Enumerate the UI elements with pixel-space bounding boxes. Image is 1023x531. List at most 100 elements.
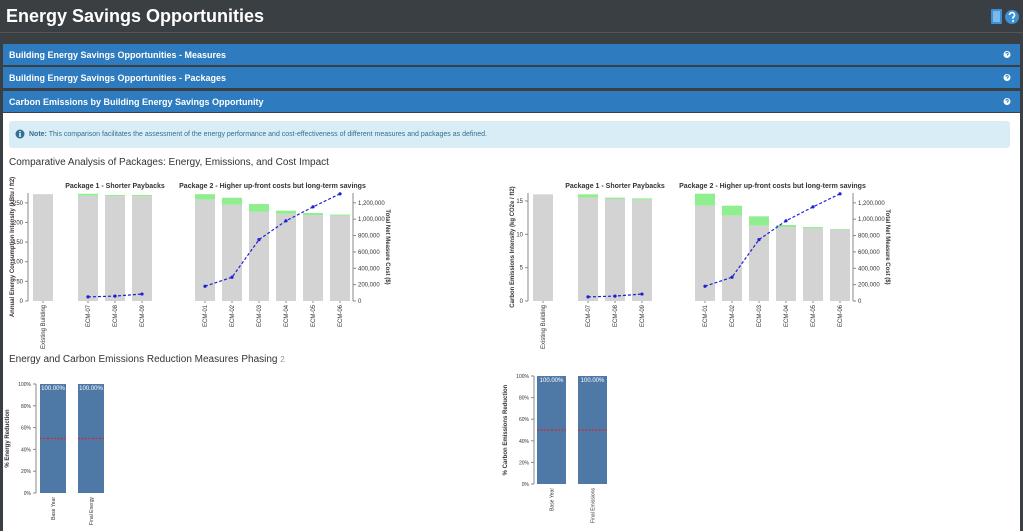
y2-tick-label: 600,000 bbox=[858, 250, 880, 256]
bar-segment bbox=[830, 229, 850, 230]
bar-segment bbox=[105, 196, 125, 301]
y-tick-label: 100% bbox=[18, 382, 31, 388]
x-tick-label: ECM-06 bbox=[838, 304, 844, 327]
y2-axis-label: Total Net Measure Cost ($) bbox=[384, 209, 390, 284]
cost-point bbox=[613, 294, 617, 298]
bar-segment bbox=[605, 199, 625, 301]
x-tick-label: ECM-08 bbox=[113, 304, 119, 327]
bar-segment bbox=[605, 197, 625, 199]
y2-tick-label: 800,000 bbox=[858, 234, 880, 240]
bar-segment bbox=[632, 199, 652, 301]
cost-point bbox=[230, 275, 234, 279]
y-tick-label: 80% bbox=[21, 404, 32, 410]
note-body: This comparison facilitates the assessme… bbox=[48, 131, 487, 138]
y-tick-label: 0% bbox=[522, 482, 530, 488]
value-label: 100.00% bbox=[41, 386, 65, 392]
y2-tick-label: 1,000,000 bbox=[858, 217, 885, 223]
section-badge: 2 bbox=[280, 355, 285, 364]
x-tick-label: ECM-09 bbox=[640, 304, 646, 327]
bar-segment bbox=[578, 194, 598, 198]
bar-segment bbox=[195, 199, 215, 301]
bar-segment bbox=[132, 196, 152, 301]
bar-segment bbox=[632, 198, 652, 200]
bar-segment bbox=[78, 193, 98, 196]
y-tick-label: 60% bbox=[519, 417, 530, 423]
y2-tick-label: 1,000,000 bbox=[358, 217, 385, 223]
bar-segment bbox=[803, 227, 823, 229]
bar-segment bbox=[276, 213, 296, 301]
bar-segment bbox=[303, 214, 323, 301]
cost-point bbox=[811, 205, 815, 209]
y-tick-label: 40% bbox=[519, 439, 530, 445]
bar-segment bbox=[249, 203, 269, 212]
cost-point bbox=[838, 192, 842, 196]
x-tick-label: ECM-03 bbox=[257, 304, 263, 327]
accordion-panel[interactable]: Building Energy Savings Opportunities - … bbox=[3, 44, 1020, 65]
cost-point bbox=[284, 219, 288, 223]
section-title: Comparative Analysis of Packages: Energy… bbox=[9, 157, 329, 168]
y2-tick-label: 800,000 bbox=[358, 234, 380, 240]
x-tick-label: ECM-02 bbox=[230, 304, 236, 327]
cost-point bbox=[113, 294, 117, 298]
y-tick-label: 0 bbox=[520, 299, 524, 305]
x-tick-label: ECM-08 bbox=[613, 304, 619, 327]
cost-point bbox=[586, 295, 590, 299]
bar-segment bbox=[830, 229, 850, 301]
bar-segment bbox=[78, 195, 98, 301]
cost-point bbox=[140, 292, 144, 296]
bar-segment bbox=[132, 194, 152, 197]
bar-segment bbox=[776, 225, 796, 227]
info-icon bbox=[15, 129, 25, 139]
y-axis-label: Carbon Emissions Intensity (kg CO2e / ft… bbox=[510, 186, 516, 307]
cost-point bbox=[338, 192, 342, 196]
group-title: Package 1 - Shorter Paybacks bbox=[565, 183, 665, 190]
group-title: Package 2 - Higher up-front costs but lo… bbox=[679, 183, 866, 190]
x-tick-label: ECM-07 bbox=[586, 304, 592, 327]
header-icons[interactable] bbox=[990, 7, 1020, 27]
group-title: Package 1 - Shorter Paybacks bbox=[65, 183, 165, 190]
bar-segment bbox=[722, 215, 742, 301]
bar-segment bbox=[695, 205, 715, 301]
section-title-text: Energy and Carbon Emissions Reduction Me… bbox=[9, 354, 278, 365]
x-tick-label: Final Energy bbox=[89, 497, 95, 526]
bar-segment bbox=[330, 215, 350, 301]
y-tick-label: 0 bbox=[20, 299, 24, 305]
accordion-panel[interactable]: Building Energy Savings Opportunities - … bbox=[3, 67, 1020, 88]
bar-segment bbox=[33, 194, 53, 301]
cost-point bbox=[784, 219, 788, 223]
x-tick-label: ECM-05 bbox=[311, 304, 317, 327]
accordion-panel[interactable]: Carbon Emissions by Building Energy Savi… bbox=[3, 91, 1020, 112]
y-tick-label: 80% bbox=[519, 396, 530, 402]
bar-segment bbox=[749, 225, 769, 301]
x-tick-label: Existing Building bbox=[41, 305, 47, 349]
section-title: Energy and Carbon Emissions Reduction Me… bbox=[9, 354, 285, 365]
cost-point bbox=[730, 275, 734, 279]
y-tick-label: 20% bbox=[519, 460, 530, 466]
x-tick-label: ECM-05 bbox=[811, 304, 817, 327]
x-tick-label: Final Emissions bbox=[591, 488, 597, 524]
bar-segment bbox=[776, 227, 796, 301]
y-tick-label: 15 bbox=[516, 199, 523, 205]
y2-tick-label: 0 bbox=[358, 299, 362, 305]
y2-tick-label: 0 bbox=[858, 299, 862, 305]
x-tick-label: ECM-04 bbox=[284, 304, 290, 327]
y-tick-label: 5 bbox=[520, 266, 524, 272]
x-tick-label: ECM-06 bbox=[338, 304, 344, 327]
y2-tick-label: 600,000 bbox=[358, 250, 380, 256]
panel-title: Building Energy Savings Opportunities - … bbox=[9, 73, 227, 83]
cost-point bbox=[257, 238, 261, 242]
content bbox=[3, 113, 1020, 531]
x-tick-label: ECM-07 bbox=[86, 304, 92, 327]
x-tick-label: ECM-02 bbox=[730, 304, 736, 327]
value-label: 100.00% bbox=[540, 378, 564, 384]
y2-tick-label: 400,000 bbox=[358, 266, 380, 272]
bar-segment bbox=[803, 228, 823, 301]
bar-segment bbox=[330, 214, 350, 216]
y-tick-label: 150 bbox=[13, 240, 24, 246]
x-tick-label: ECM-04 bbox=[784, 304, 790, 327]
panel-title: Building Energy Savings Opportunities - … bbox=[9, 50, 227, 60]
y-tick-label: 100 bbox=[13, 260, 24, 266]
y-axis-label: Annual Energy Consumption Intensity (kBt… bbox=[10, 177, 16, 317]
